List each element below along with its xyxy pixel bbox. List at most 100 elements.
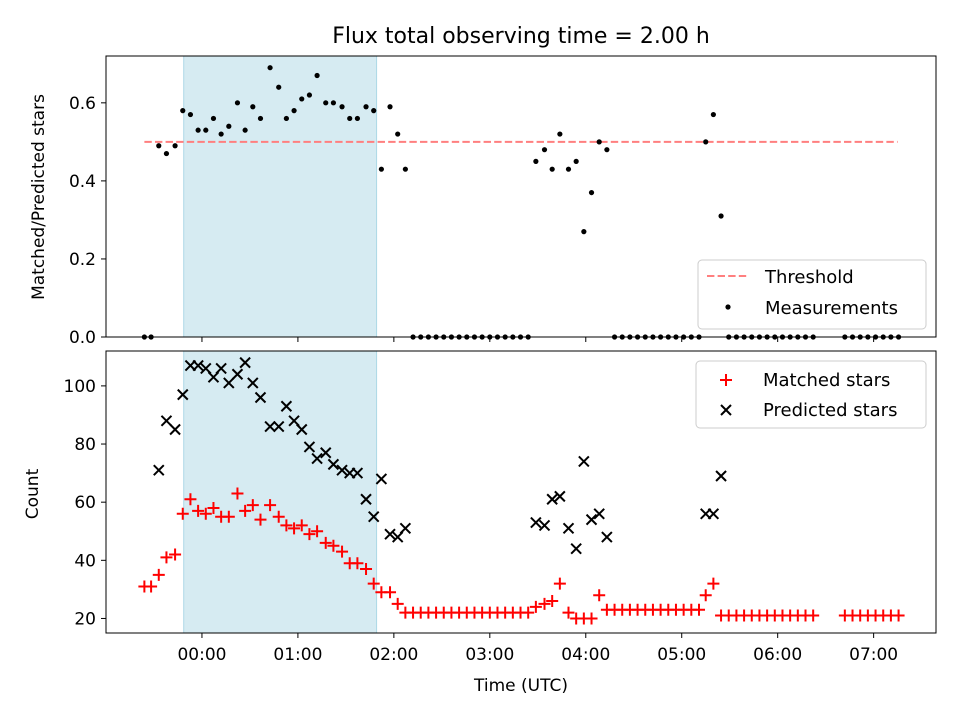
measurement-point (596, 139, 602, 145)
measurement-point (710, 111, 716, 118)
predicted-star-point (153, 464, 165, 476)
measurement-point (557, 131, 563, 137)
matched-star-point (327, 539, 340, 552)
predicted-star-point (570, 542, 582, 555)
measurement-point (573, 158, 579, 164)
matched-star-point (222, 510, 235, 523)
matched-star-point (184, 493, 197, 506)
measurement-point (250, 104, 256, 110)
bottom-shaded-region (183, 350, 378, 634)
measurement-point (703, 139, 709, 145)
matched-star-point (529, 600, 542, 613)
matched-star-point (593, 589, 606, 602)
matched-star-point (807, 609, 820, 622)
measurement-point (203, 127, 209, 133)
matched-star-point (553, 577, 566, 590)
matched-star-point (546, 595, 559, 608)
y-tick-label: 40 (74, 551, 96, 571)
predicted-star-point (538, 519, 551, 532)
matched-stars-points (138, 487, 905, 625)
matched-star-point (391, 597, 404, 610)
legend-predicted-label: Predicted stars (763, 400, 897, 421)
x-tick-label: 00:00 (177, 645, 226, 665)
matched-star-point (288, 522, 301, 535)
measurement-point (283, 115, 289, 122)
measurement-point (299, 96, 305, 102)
bottom-x-ticks: 00:00 01:00 02:00 03:00 04:00 05:00 06:00 07:00 (177, 633, 898, 665)
predicted-star-point (601, 531, 613, 543)
y-tick-label: 0.6 (69, 94, 96, 114)
legend-matched-label: Matched stars (763, 370, 890, 391)
top-axes-frame (105, 55, 937, 338)
matched-star-point (351, 557, 364, 570)
top-shaded-region (183, 55, 378, 338)
y-tick-label: 0.0 (69, 328, 96, 348)
predicted-star-point (231, 368, 244, 380)
predicted-star-point (585, 513, 598, 526)
measurement-point (163, 150, 170, 157)
matched-star-point (585, 612, 598, 625)
y-tick-label: 60 (74, 493, 96, 513)
predicted-star-point (177, 388, 189, 401)
measurement-point (180, 108, 186, 114)
matched-star-point (254, 513, 267, 526)
measurement-point (565, 166, 572, 172)
matched-star-point (562, 606, 575, 619)
predicted-star-point (360, 493, 372, 505)
bottom-y-axis-label: Count (23, 468, 43, 519)
measurement-point (226, 123, 232, 129)
bottom-axes-frame (105, 350, 937, 634)
measurement-point (267, 65, 273, 71)
x-tick-label: 07:00 (849, 645, 898, 665)
legend-matched-swatch (720, 374, 732, 386)
legend-measurements-swatch (725, 304, 731, 310)
x-tick-label: 02:00 (369, 645, 418, 665)
matched-star-point (231, 487, 244, 500)
predicted-star-point (296, 423, 308, 436)
matched-star-point (152, 568, 165, 581)
matched-star-point (699, 589, 712, 602)
bottom-panel: 20 40 60 80 100 00:00 01:00 02:00 03:00 04:00 05:… (23, 350, 937, 696)
measurement-point (581, 229, 587, 235)
matched-star-point (264, 499, 277, 512)
measurement-point (371, 108, 377, 114)
matched-star-point (246, 499, 259, 512)
measurement-point (387, 104, 393, 110)
measurement-point (378, 166, 384, 172)
predicted-star-point (375, 473, 388, 485)
predicted-star-point (254, 391, 267, 404)
top-legend: Threshold Measurements (697, 259, 927, 330)
measurement-point (187, 111, 194, 118)
x-tick-label: 05:00 (657, 645, 706, 665)
measurement-point (549, 166, 555, 172)
predicted-star-point (554, 490, 566, 503)
y-tick-label: 0.4 (69, 172, 96, 192)
measurement-point (210, 115, 217, 122)
measurement-point (395, 131, 401, 137)
predicted-star-point (311, 452, 323, 465)
matched-star-point (239, 504, 252, 517)
measurement-point (276, 84, 282, 90)
predicted-star-point (351, 467, 364, 479)
matched-star-point (145, 580, 158, 593)
predicted-star-point (247, 377, 259, 389)
matched-star-point (538, 597, 551, 610)
matched-star-point (280, 519, 293, 532)
top-legend-box (697, 259, 927, 330)
matched-star-point (311, 525, 324, 538)
predicted-star-point (273, 420, 285, 433)
matched-star-point (199, 507, 212, 520)
predicted-star-point (715, 470, 727, 482)
matched-star-point (169, 548, 182, 561)
top-y-axis-label: Matched/Predicted stars (29, 94, 49, 300)
y-tick-label: 80 (74, 435, 96, 455)
predicted-star-point (215, 362, 227, 375)
measurement-point (363, 104, 369, 110)
measurement-point (604, 147, 610, 153)
matched-star-point (295, 519, 308, 532)
measurement-point (291, 108, 297, 114)
matched-star-point (707, 577, 720, 590)
bottom-legend: Matched stars Predicted stars (695, 360, 927, 429)
predicted-star-point (368, 511, 380, 523)
